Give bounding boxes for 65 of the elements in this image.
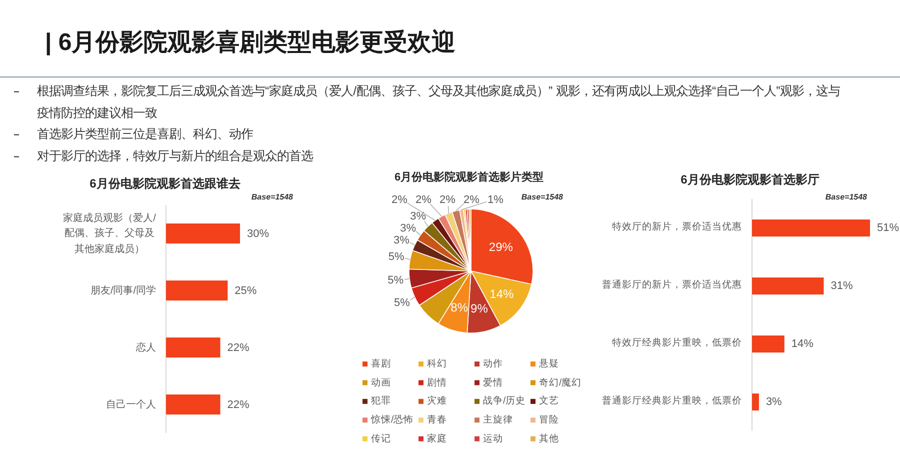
data-label: 3% xyxy=(410,210,426,222)
data-label: 25% xyxy=(234,284,257,296)
legend-label: 爱情 xyxy=(483,376,503,390)
text: | 6月份影院观影喜剧类型电影更受欢迎 xyxy=(45,28,456,58)
data-label: 9% xyxy=(470,302,488,316)
text: Base=1548 xyxy=(251,192,293,202)
legend-label: 动作 xyxy=(483,358,503,370)
y-tick-label: 特效厅的新片，票价适当优惠 xyxy=(612,220,742,235)
legend-label: 灾难 xyxy=(427,394,447,408)
legend-label: 悬疑 xyxy=(539,358,559,370)
data-label: 51% xyxy=(877,222,900,234)
legend-label: 科幻 xyxy=(427,358,447,370)
data-label: 22% xyxy=(227,398,250,410)
data-label: 2% xyxy=(392,194,408,206)
data-label: 8% xyxy=(450,300,468,315)
legend-label: 剧情 xyxy=(427,376,447,390)
legend-label: 动画 xyxy=(371,376,391,390)
bar xyxy=(752,220,870,236)
data-label: 22% xyxy=(227,342,250,354)
legend-label: 传记 xyxy=(371,432,391,446)
legend-label: 喜剧 xyxy=(371,358,391,370)
data-label: 14% xyxy=(490,287,514,302)
chart-title: 6月份电影院观影首选影片类型 xyxy=(394,170,544,184)
legend-label: 运动 xyxy=(483,432,503,446)
legend-label: 青春 xyxy=(427,414,447,427)
legend-label: 家庭 xyxy=(427,432,447,446)
chart-title: 6月份电影院观影首选跟谁去 xyxy=(90,176,240,192)
data-label: 3% xyxy=(393,234,410,246)
y-tick-label: 家庭成员观影（爱人/配偶、孩子、父母及其他家庭成员） xyxy=(63,211,156,256)
y-tick-label: 普通影厅的新片，票价适当优惠 xyxy=(602,278,742,293)
data-label: 5% xyxy=(394,296,410,309)
data-label: 5% xyxy=(388,251,404,264)
y-tick-label: 恋人 xyxy=(136,340,156,355)
data-label: 5% xyxy=(388,274,404,286)
text: Base=1548 xyxy=(521,192,563,202)
legend-label: 文艺 xyxy=(539,394,559,408)
bar xyxy=(752,278,824,294)
legend-label: 惊悚/恐怖 xyxy=(371,414,414,427)
y-tick-label: 自己一个人 xyxy=(106,398,156,412)
bar xyxy=(752,336,784,352)
data-label: 3% xyxy=(400,222,416,234)
bar xyxy=(752,394,759,410)
annotation: Base=1548 xyxy=(825,192,867,202)
data-label: 31% xyxy=(830,280,853,292)
text: 根据调查结果，影院复工后三成观众首选与“家庭成员（爱人/配偶、孩子、父母及其他家庭成员）” 观影，还有两成以上观众选择“自己一个人”观影，这与疫情防控的建议相一致 xyxy=(37,83,842,122)
legend-label: 奇幻/魔幻 xyxy=(539,376,582,390)
y-tick-label: 特效厅经典影片重映，低票价 xyxy=(612,336,742,351)
data-label: 1% xyxy=(488,194,504,206)
chart-title: 6月份电影院观影首选影厅 xyxy=(680,172,820,188)
y-tick-label: 朋友/同事/同学 xyxy=(90,284,156,298)
text: 首选影片类型前三位是喜剧、科幻、动作 xyxy=(37,126,254,143)
data-label: 2% xyxy=(464,194,480,206)
data-label: 30% xyxy=(247,228,270,240)
legend-label: 犯罪 xyxy=(371,394,391,408)
legend-label: 战争/历史 xyxy=(483,394,526,408)
data-label: 2% xyxy=(416,194,432,206)
legend-label: 其他 xyxy=(539,432,559,446)
data-label: 2% xyxy=(440,194,456,206)
text: 对于影厅的选择，特效厅与新片的组合是观众的首选 xyxy=(37,148,314,164)
y-tick-label: 普通影厅经典影片重映，低票价 xyxy=(602,394,742,409)
legend-label: 主旋律 xyxy=(483,414,513,427)
data-label: 29% xyxy=(488,240,514,254)
data-label: 14% xyxy=(791,338,814,350)
data-label: 3% xyxy=(766,396,782,408)
legend-label: 冒险 xyxy=(539,414,559,427)
